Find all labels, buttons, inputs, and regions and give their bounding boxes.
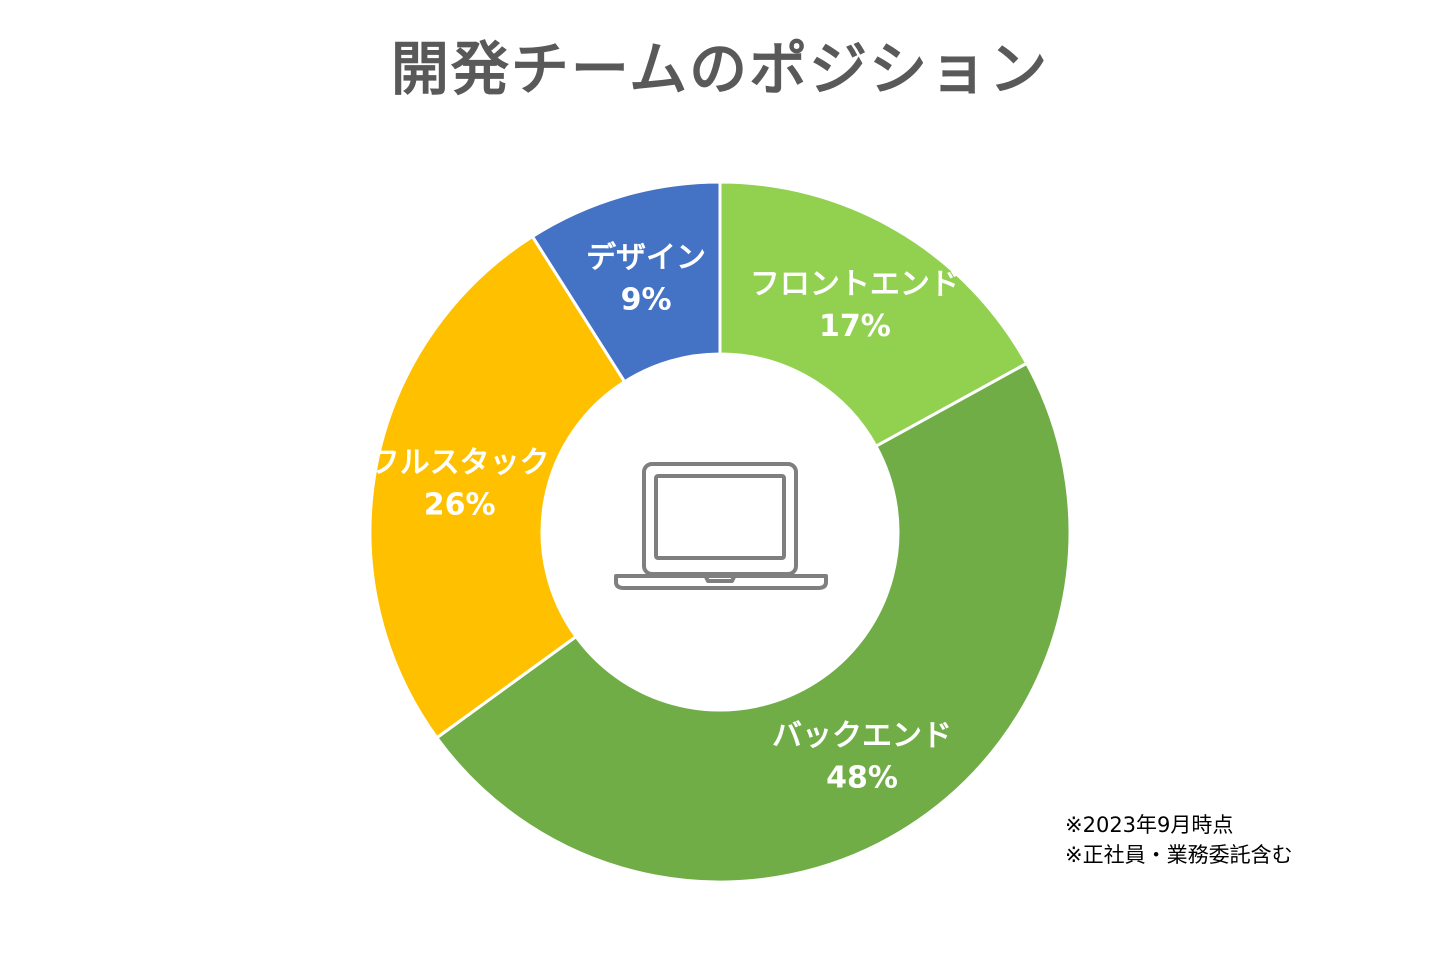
slice-value-0: 17%: [819, 309, 891, 344]
slice-0: [718, 180, 1029, 449]
slice-2: [368, 234, 627, 740]
slice-value-3: 9%: [621, 283, 672, 318]
slice-value-2: 26%: [424, 487, 496, 522]
slice-label-2: フルスタック: [370, 445, 550, 480]
slice-label-0: フロントエンド: [750, 267, 960, 302]
chart-notes: ※2023年9月時点 ※正社員・業務委託含む: [1065, 810, 1293, 870]
slice-1: [434, 361, 1072, 884]
slice-value-1: 48%: [826, 761, 898, 796]
note-scope: ※正社員・業務委託含む: [1065, 843, 1293, 867]
slice-3: [530, 180, 722, 384]
slice-label-1: バックエンド: [772, 719, 952, 754]
laptop-icon: [614, 462, 828, 590]
slice-label-3: デザイン: [586, 241, 706, 276]
note-date: ※2023年9月時点: [1065, 813, 1234, 837]
chart-title: 開発チームのポジション: [390, 35, 1050, 103]
